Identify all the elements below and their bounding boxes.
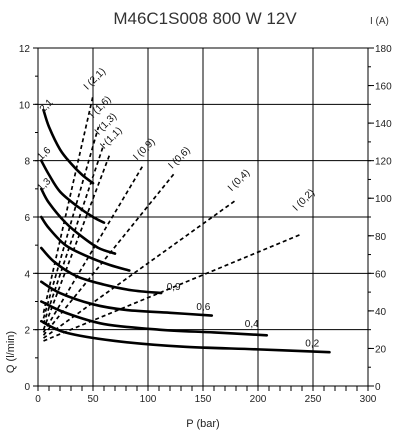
y2-tick-label: 160 bbox=[375, 82, 392, 93]
x-axis-label: P (bar) bbox=[186, 418, 219, 430]
x-tick-label: 150 bbox=[195, 394, 212, 405]
current-lines bbox=[42, 95, 303, 342]
current-line bbox=[42, 95, 94, 313]
current-line bbox=[42, 165, 144, 333]
x-tick-label: 300 bbox=[360, 394, 377, 405]
flow-curve bbox=[40, 187, 117, 255]
ticks: 0 50 100 150 200 250 3000246810120204060801001… bbox=[19, 44, 392, 405]
x-tick-label: 250 bbox=[305, 394, 322, 405]
current-line bbox=[42, 154, 111, 330]
grid bbox=[37, 47, 369, 387]
x-tick-label: 0 bbox=[35, 394, 41, 405]
y-tick-label: 6 bbox=[24, 213, 30, 224]
y-tick-label: 8 bbox=[24, 157, 30, 168]
flow-curves bbox=[40, 108, 331, 354]
flow-curve-label: 0,2 bbox=[305, 339, 319, 350]
y2-tick-label: 60 bbox=[375, 269, 387, 280]
current-line bbox=[43, 199, 237, 339]
flow-curve bbox=[40, 159, 106, 224]
y2-tick-label: 140 bbox=[375, 119, 392, 130]
y2-tick-label: 20 bbox=[375, 344, 387, 355]
current-line bbox=[42, 126, 100, 319]
y2-tick-label: 40 bbox=[375, 307, 387, 318]
y2-tick-label: 0 bbox=[375, 382, 381, 393]
flow-curve bbox=[42, 108, 95, 185]
flow-curve bbox=[40, 246, 163, 295]
x-tick-label: 100 bbox=[140, 394, 157, 405]
flow-curve bbox=[40, 300, 269, 337]
y-tick-label: 2 bbox=[24, 326, 30, 337]
chart-title: M46C1S008 800 W 12V bbox=[113, 9, 297, 28]
flow-curve bbox=[40, 215, 131, 272]
y2-tick-label: 180 bbox=[375, 44, 392, 55]
current-line-label: I (0,6) bbox=[167, 145, 193, 171]
flow-curve-label: 0,4 bbox=[245, 319, 259, 330]
current-line-label: I (0,4) bbox=[226, 168, 252, 194]
current-line bbox=[42, 143, 105, 325]
y-tick-label: 0 bbox=[24, 382, 30, 393]
current-line bbox=[42, 171, 177, 336]
x-tick-label: 200 bbox=[250, 394, 267, 405]
flow-curve-label: 0,9 bbox=[167, 282, 181, 293]
current-line-label: I (2,1) bbox=[82, 66, 108, 92]
flow-curve bbox=[40, 319, 331, 354]
y-axis-label: Q (l/min) bbox=[5, 331, 17, 373]
y2-tick-label: 80 bbox=[375, 232, 387, 243]
y-tick-label: 12 bbox=[19, 44, 31, 55]
plot-frame bbox=[37, 47, 369, 387]
flow-curve-label: 2,1 bbox=[38, 97, 56, 115]
flow-curve-label: 0,6 bbox=[196, 302, 210, 313]
current-line-label: I (0,9) bbox=[131, 137, 157, 163]
y2-tick-label: 100 bbox=[375, 194, 392, 205]
y2-tick-label: 120 bbox=[375, 157, 392, 168]
current-line bbox=[43, 233, 303, 342]
y-tick-label: 4 bbox=[24, 269, 30, 280]
flow-curve bbox=[40, 280, 214, 317]
right-axis-unit: I (A) bbox=[370, 16, 389, 27]
y-tick-label: 10 bbox=[19, 100, 31, 111]
x-tick-label: 50 bbox=[87, 394, 99, 405]
